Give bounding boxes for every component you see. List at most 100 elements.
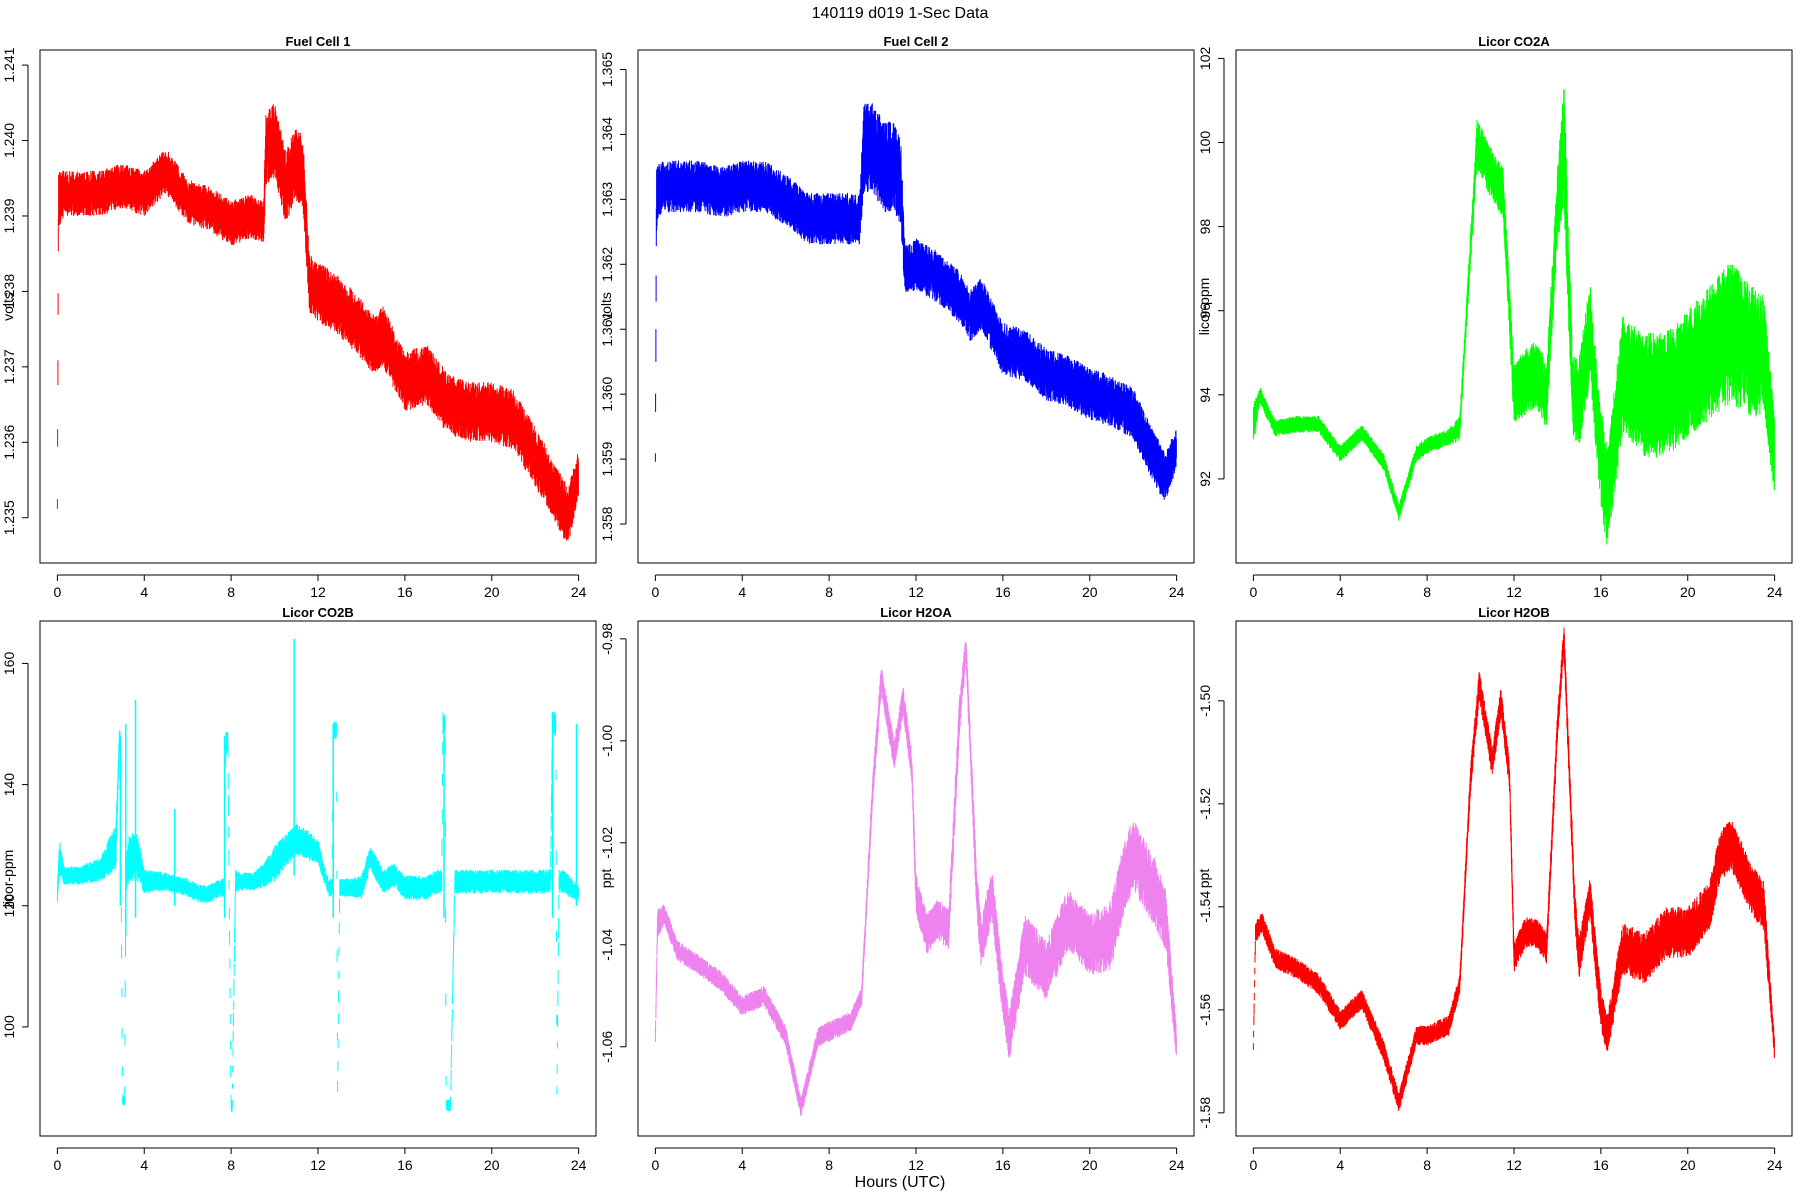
fuel-cell-1-x-tick-label: 4 [140, 584, 148, 600]
panel-licor-co2b: Licor CO2B 0 4 8 12 16 20 24 100 120 140 160 licor-p… [0, 605, 597, 1173]
licor-co2a-series-line [1252, 89, 1775, 545]
licor-h2ob-x-tick-label: 0 [1249, 1157, 1257, 1173]
licor-co2a-y-tick-label: 100 [1197, 131, 1213, 155]
licor-co2a-y-tick-label: 96 [1197, 303, 1213, 319]
figure-title: 140119 d019 1-Sec Data [812, 5, 989, 22]
licor-co2b-x-tick-label: 16 [397, 1157, 413, 1173]
licor-h2oa-title: Licor H2OA [880, 605, 952, 620]
panel-licor-co2a: Licor CO2A 0 4 8 12 16 20 24 92 94 96 98 100 102 licor… [1196, 34, 1793, 600]
licor-h2oa-y-tick-label: -0.98 [599, 623, 615, 655]
licor-h2ob-x-tick-label: 16 [1593, 1157, 1609, 1173]
fuel-cell-1-y-tick-label: 1.237 [1, 349, 17, 384]
fuel-cell-2-plot-frame [637, 49, 1195, 564]
licor-h2oa-x-tick-label: 12 [908, 1157, 924, 1173]
licor-h2ob-y-tick-label: -1.52 [1197, 788, 1213, 820]
fuel-cell-1-title: Fuel Cell 1 [285, 34, 350, 49]
licor-co2b-x-tick-label: 0 [53, 1157, 61, 1173]
licor-co2a-x-tick-label: 4 [1336, 584, 1344, 600]
panel-licor-h2oa: Licor H2OA 0 4 8 12 16 20 24 -1.06 -1.04 -1.02 -1.0… [598, 605, 1195, 1173]
fuel-cell-1-x-tick-label: 24 [571, 584, 587, 600]
licor-co2a-x-tick-label: 8 [1423, 584, 1431, 600]
licor-h2ob-y-axis-label: ppt [1196, 869, 1212, 889]
fuel-cell-1-y-axis-label: volts [0, 292, 16, 321]
fuel-cell-2-x-tick-label: 4 [738, 584, 746, 600]
licor-co2a-y-tick-label: 102 [1197, 47, 1213, 71]
licor-h2oa-x-tick-label: 0 [651, 1157, 659, 1173]
fuel-cell-2-title: Fuel Cell 2 [883, 34, 948, 49]
licor-h2ob-title: Licor H2OB [1478, 605, 1550, 620]
licor-co2a-x-tick-label: 0 [1249, 584, 1257, 600]
fuel-cell-2-series-line [654, 103, 1177, 500]
fuel-cell-2-y-tick-label: 1.364 [599, 117, 615, 152]
fuel-cell-1-y-tick-label: 1.239 [1, 198, 17, 233]
licor-co2b-x-tick-label: 12 [310, 1157, 326, 1173]
licor-h2ob-y-tick-label: -1.56 [1197, 994, 1213, 1026]
licor-h2oa-x-tick-label: 8 [825, 1157, 833, 1173]
licor-co2a-y-tick-label: 92 [1197, 471, 1213, 487]
licor-h2ob-x-tick-label: 24 [1767, 1157, 1783, 1173]
licor-h2oa-y-tick-label: -1.04 [599, 929, 615, 961]
licor-h2ob-x-tick-label: 20 [1680, 1157, 1696, 1173]
licor-h2oa-x-tick-label: 24 [1169, 1157, 1185, 1173]
licor-h2oa-series-line [654, 641, 1177, 1116]
licor-co2b-plot-frame [39, 620, 597, 1137]
fuel-cell-2-y-tick-label: 1.361 [599, 312, 615, 347]
fuel-cell-1-x-tick-label: 0 [53, 584, 61, 600]
licor-co2b-y-tick-label: 120 [1, 894, 17, 918]
licor-co2b-y-tick-label: 100 [1, 1015, 17, 1039]
licor-co2b-y-axis-label: licor-ppm [0, 850, 16, 908]
licor-co2b-y-tick-label: 160 [1, 652, 17, 676]
licor-h2ob-x-tick-label: 8 [1423, 1157, 1431, 1173]
licor-co2b-x-tick-label: 20 [484, 1157, 500, 1173]
fuel-cell-1-y-tick-label: 1.240 [1, 123, 17, 158]
licor-h2oa-plot-frame [637, 620, 1195, 1137]
fuel-cell-1-x-tick-label: 20 [484, 584, 500, 600]
licor-co2a-x-tick-label: 16 [1593, 584, 1609, 600]
fuel-cell-1-series-line [56, 104, 579, 541]
licor-h2ob-x-tick-label: 4 [1336, 1157, 1344, 1173]
licor-h2ob-series-line [1252, 627, 1775, 1111]
licor-h2oa-x-tick-label: 4 [738, 1157, 746, 1173]
licor-co2b-x-tick-label: 24 [571, 1157, 587, 1173]
licor-h2oa-x-tick-label: 16 [995, 1157, 1011, 1173]
licor-h2ob-y-tick-label: -1.50 [1197, 685, 1213, 717]
licor-h2oa-x-tick-label: 20 [1082, 1157, 1098, 1173]
fuel-cell-1-y-tick-label: 1.236 [1, 425, 17, 460]
licor-co2a-y-tick-label: 94 [1197, 387, 1213, 403]
licor-h2oa-y-tick-label: -1.00 [599, 725, 615, 757]
licor-co2a-x-tick-label: 20 [1680, 584, 1696, 600]
fuel-cell-2-y-tick-label: 1.359 [599, 441, 615, 476]
licor-h2ob-y-tick-label: -1.54 [1197, 891, 1213, 923]
licor-co2b-x-tick-label: 4 [140, 1157, 148, 1173]
fuel-cell-1-y-tick-label: 1.238 [1, 274, 17, 309]
licor-co2a-y-axis-label: licor-ppm [1196, 278, 1212, 336]
fuel-cell-1-y-tick-label: 1.241 [1, 47, 17, 82]
fuel-cell-2-y-tick-label: 1.365 [599, 52, 615, 87]
fuel-cell-2-y-tick-label: 1.358 [599, 506, 615, 541]
fuel-cell-2-y-tick-label: 1.362 [599, 247, 615, 282]
licor-co2b-y-tick-label: 140 [1, 773, 17, 797]
licor-co2a-title: Licor CO2A [1478, 34, 1550, 49]
fuel-cell-2-y-tick-label: 1.363 [599, 182, 615, 217]
licor-h2oa-y-tick-label: -1.06 [599, 1031, 615, 1063]
licor-co2b-title: Licor CO2B [282, 605, 354, 620]
fuel-cell-2-x-tick-label: 12 [908, 584, 924, 600]
panel-fuel-cell-1: Fuel Cell 1 0 4 8 12 16 20 24 1.235 1.236 1.237 1.2… [0, 34, 597, 600]
fuel-cell-2-x-tick-label: 16 [995, 584, 1011, 600]
licor-co2a-plot-frame [1235, 49, 1793, 564]
fuel-cell-1-x-tick-label: 12 [310, 584, 326, 600]
fuel-cell-1-y-tick-label: 1.235 [1, 500, 17, 535]
licor-co2a-y-tick-label: 98 [1197, 219, 1213, 235]
licor-h2ob-y-tick-label: -1.58 [1197, 1097, 1213, 1129]
panel-licor-h2ob: Licor H2OB 0 4 8 12 16 20 24 -1.58 -1.56 -1.54 -1.5… [1196, 605, 1793, 1173]
licor-h2ob-x-tick-label: 12 [1506, 1157, 1522, 1173]
chart-panels: Fuel Cell 1 0 4 8 12 16 20 24 1.235 1.236 1.237 1.2… [0, 34, 1793, 1173]
panel-fuel-cell-2: Fuel Cell 2 0 4 8 12 16 20 24 1.358 1.359 1.360 1.3… [598, 34, 1195, 600]
fuel-cell-2-y-axis-label: volts [598, 292, 614, 321]
licor-co2a-x-tick-label: 24 [1767, 584, 1783, 600]
fuel-cell-1-x-tick-label: 16 [397, 584, 413, 600]
fuel-cell-2-x-tick-label: 20 [1082, 584, 1098, 600]
fuel-cell-2-x-tick-label: 8 [825, 584, 833, 600]
fuel-cell-2-x-tick-label: 0 [651, 584, 659, 600]
